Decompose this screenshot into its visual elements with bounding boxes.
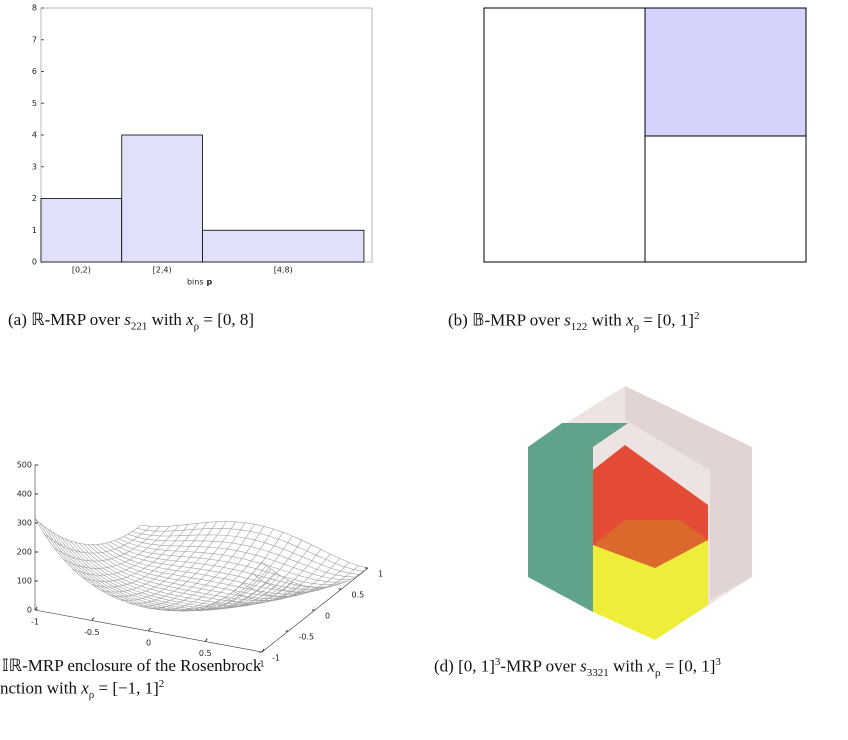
y-tick-label: 8: [32, 4, 37, 13]
x-tick: [149, 628, 151, 631]
y-tick-label: -0.5: [299, 633, 315, 642]
y-tick-label: 6: [32, 67, 37, 76]
y-tick-label: 0: [325, 612, 330, 621]
surface-wire: [123, 537, 350, 580]
panel-b: [484, 8, 806, 262]
z-tick-label: 400: [17, 490, 32, 499]
caption-text: with: [587, 311, 626, 330]
caption-d: (d) [0, 1]3-MRP over s3321 with xρ = [0,…: [434, 656, 721, 679]
z-tick-label: 300: [17, 519, 32, 528]
caption-text: s: [564, 311, 571, 330]
y-tick-label: 0: [32, 258, 37, 267]
x-axis-label: bins: [187, 278, 204, 287]
caption-text: = [−1, 1]: [94, 679, 159, 698]
y-tick-label: 7: [32, 35, 37, 44]
caption-text: 221: [131, 320, 148, 332]
x-tick-label: [4,8): [274, 266, 293, 275]
caption-text: (a) ℝ-MRP over: [8, 310, 124, 329]
caption-text: -MRP over: [500, 657, 580, 676]
caption-text: x: [626, 311, 634, 330]
caption-text: = [0, 1]: [660, 657, 715, 676]
surface-wire: [70, 541, 297, 606]
x-axis-label: p: [207, 278, 213, 287]
caption-text: x: [647, 657, 655, 676]
surface-wire: [66, 539, 293, 607]
figure: 012345678[0,2)[2,4)[4,8)binsp 0100200300…: [0, 0, 848, 740]
caption-text: s: [124, 310, 131, 329]
x-tick-label: 0: [146, 639, 151, 648]
y-tick-label: 3: [32, 162, 37, 171]
z-tick-label: 500: [17, 461, 32, 470]
y-tick-label: 1: [32, 226, 37, 235]
caption-c: 𝕀ℝ-MRP enclosure of the Rosenbrock: [2, 656, 261, 676]
caption-a: (a) ℝ-MRP over s221 with xρ = [0, 8]: [8, 310, 254, 332]
caption-text: with: [147, 310, 186, 329]
x-tick-label: -1: [31, 618, 39, 627]
caption-text: = [0, 8]: [199, 310, 254, 329]
z-tick-label: 100: [17, 577, 32, 586]
histogram-bar: [202, 230, 363, 262]
histogram-bar: [122, 135, 203, 262]
caption-text: x: [186, 310, 194, 329]
caption-text: (d) [0, 1]: [434, 657, 495, 676]
x-tick-label: [2,4): [153, 266, 172, 275]
x-tick: [205, 639, 207, 642]
y-tick-label: -1: [272, 654, 280, 663]
y-tick-label: 5: [32, 99, 37, 108]
caption-text: 3321: [587, 667, 609, 679]
surface-wire: [205, 545, 311, 609]
x-tick: [92, 618, 94, 621]
z-tick-label: 200: [17, 548, 32, 557]
surface-wire: [53, 532, 280, 610]
caption-b: (b) 𝔹-MRP over s122 with xρ = [0, 1]2: [448, 310, 699, 333]
x-tick-label: -0.5: [84, 628, 100, 637]
caption-text: x: [81, 679, 89, 698]
y-tick-label: 2: [32, 194, 37, 203]
y-tick-label: 1: [378, 570, 383, 579]
caption-text: nction with: [0, 679, 81, 698]
y-tick-label: 0.5: [352, 591, 365, 600]
caption-c: nction with xρ = [−1, 1]2: [0, 678, 164, 701]
caption-text: s: [580, 657, 587, 676]
caption-text: with: [609, 657, 648, 676]
surface-wire: [128, 534, 355, 577]
filled-cell: [645, 8, 806, 136]
caption-text: 𝕀ℝ-MRP enclosure of the Rosenbrock: [2, 656, 261, 675]
caption-text: = [0, 1]: [639, 311, 694, 330]
caption-text: 3: [715, 656, 721, 668]
caption-text: 2: [159, 678, 165, 690]
z-tick-label: 0: [27, 606, 32, 615]
y-tick-label: 4: [32, 131, 37, 140]
x-tick-label: [0,2): [72, 266, 91, 275]
caption-text: 122: [571, 321, 588, 333]
caption-text: (b) 𝔹-MRP over: [448, 311, 564, 330]
panel-d: [528, 386, 752, 640]
caption-text: 2: [694, 310, 700, 322]
histogram-bar: [41, 199, 122, 263]
